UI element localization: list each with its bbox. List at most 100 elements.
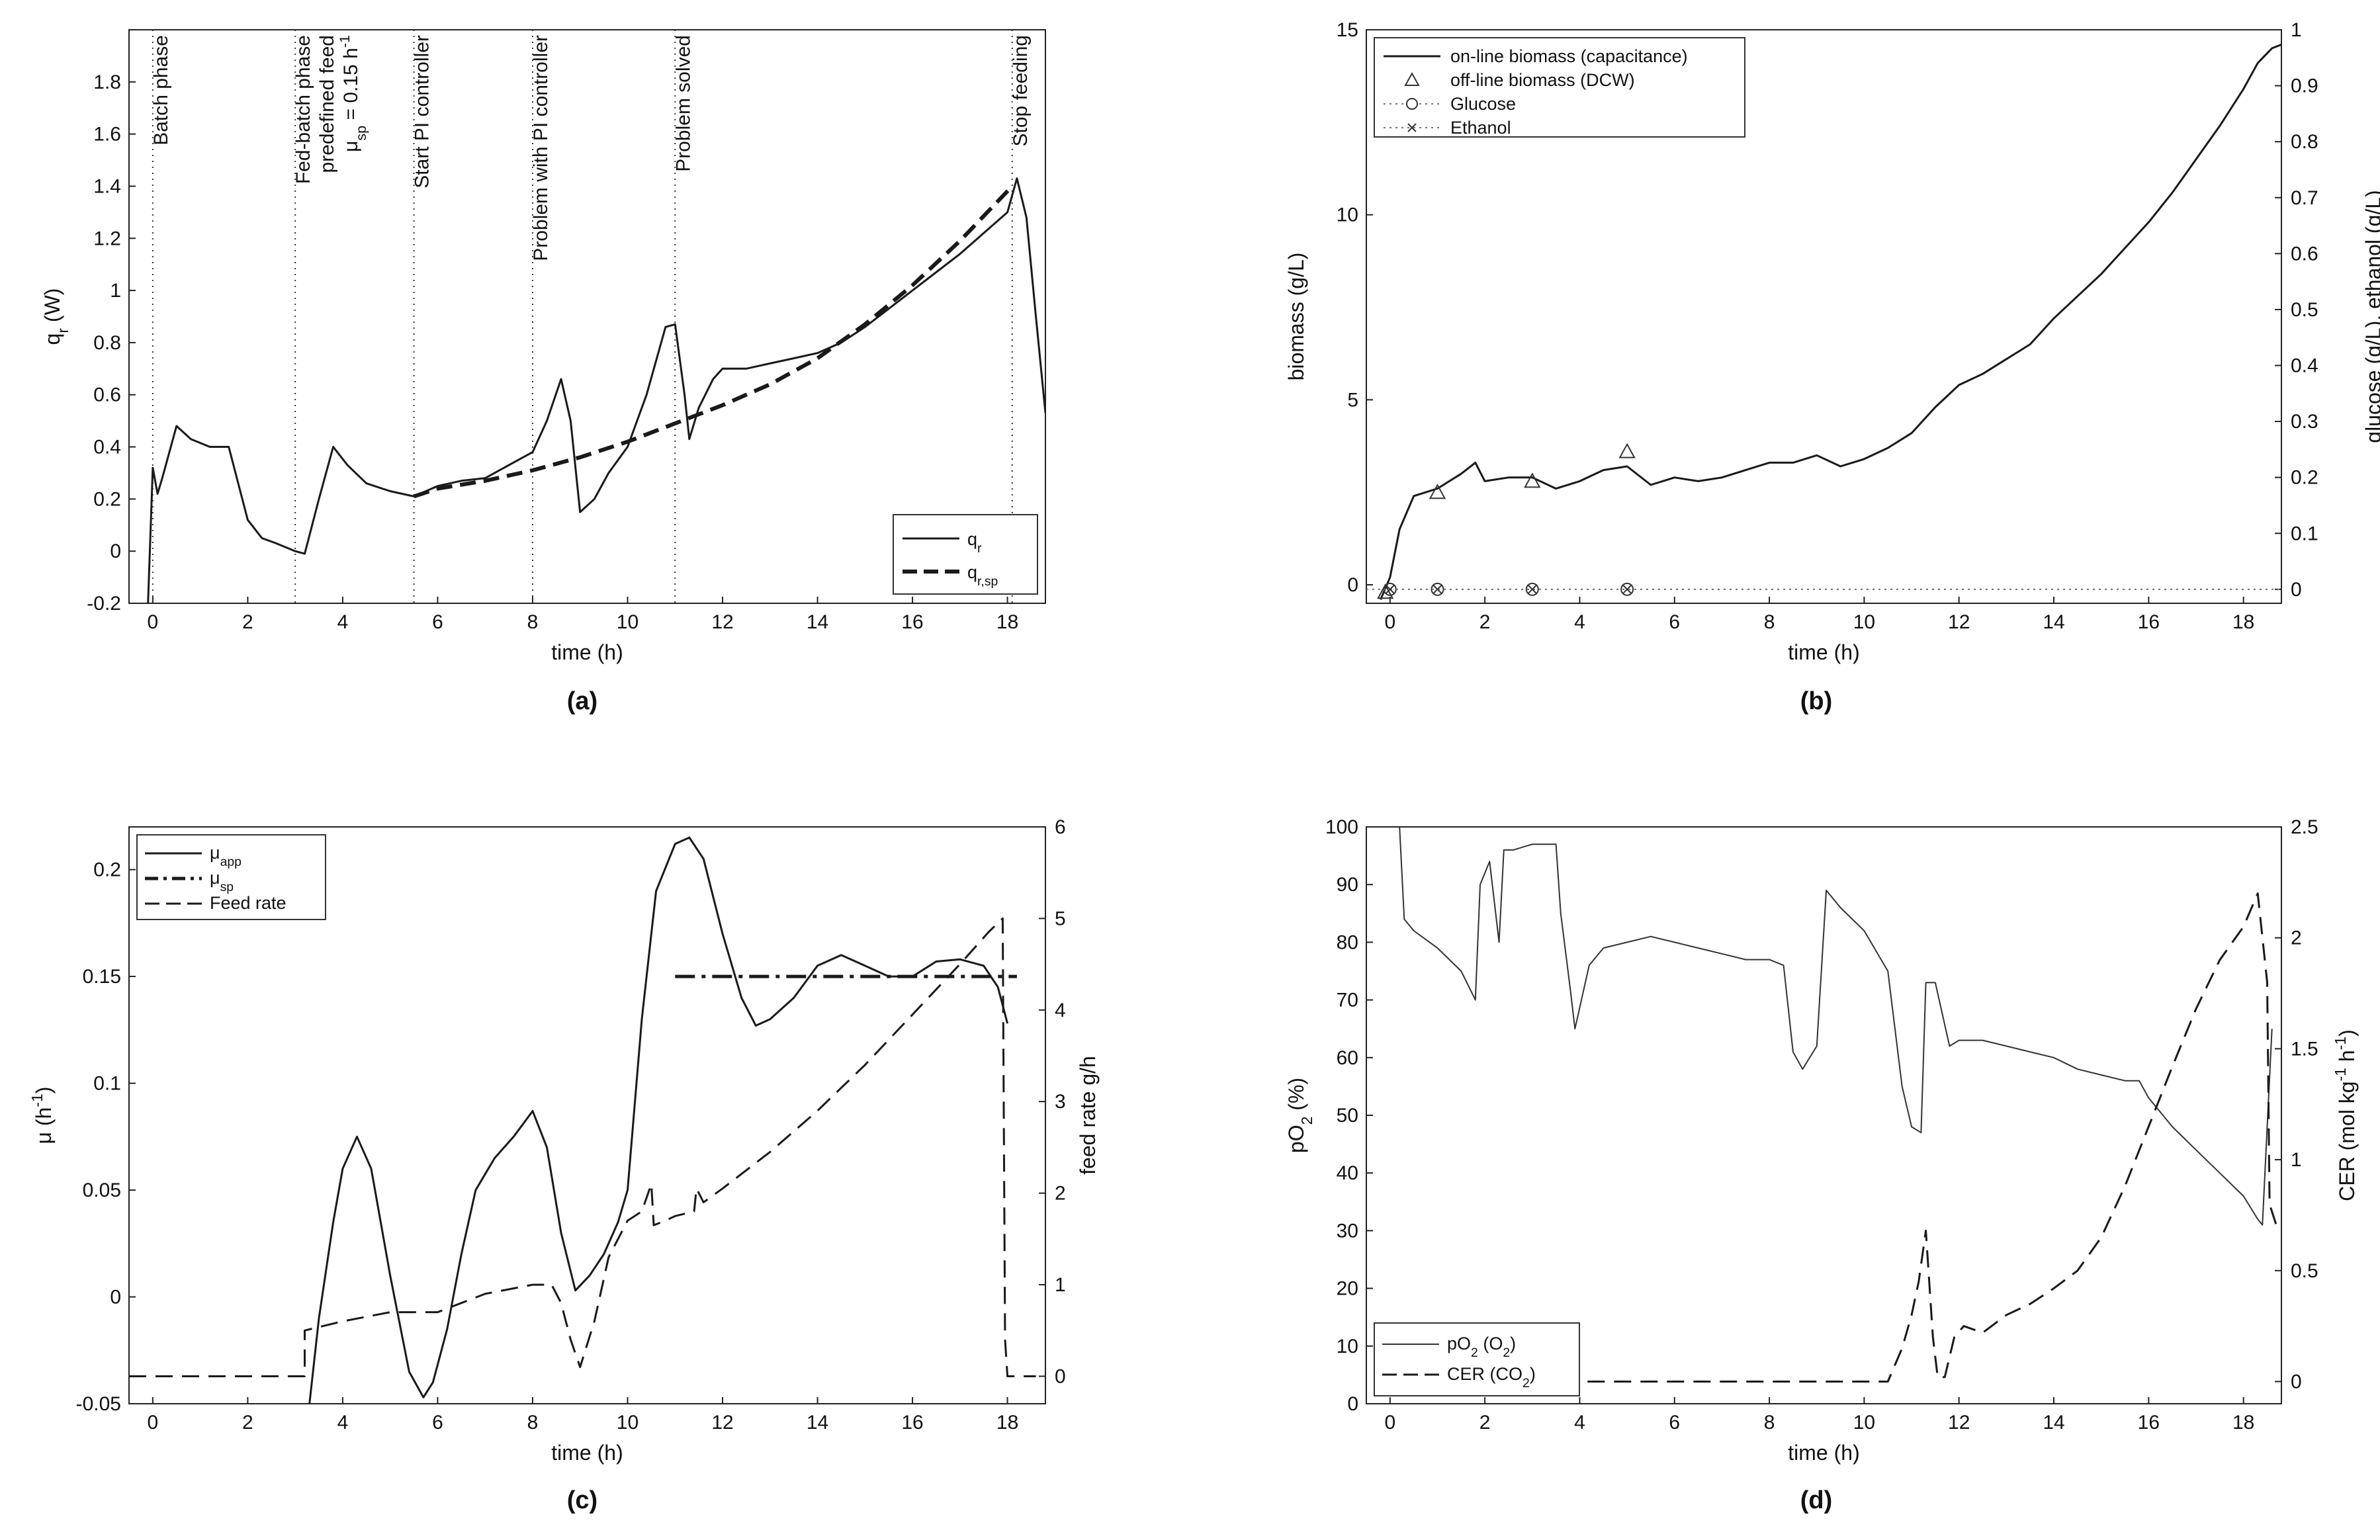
- phase-annotation: Problem solved: [672, 35, 694, 172]
- y-tick-label: 0.2: [93, 859, 121, 881]
- series-po-o: [1399, 827, 2273, 1226]
- y-tick-label: 0: [1347, 1393, 1358, 1415]
- data-point-triangle: [1429, 484, 1446, 499]
- y-tick-label: 0.6: [93, 384, 121, 406]
- axes-frame: [1366, 29, 2282, 604]
- y2-tick-label: 3: [1055, 1091, 1066, 1113]
- y-tick-label: 15: [1337, 19, 1358, 41]
- panel-label: (c): [567, 1486, 597, 1514]
- x-axis-label: time (h): [551, 1441, 623, 1465]
- series-on-line-biomass-capacitance: [1380, 44, 2281, 600]
- panel-c: 0 2 4 6 8 10 12 14 16 18-0.0500.050.10.150.201234…: [28, 816, 1100, 1514]
- y-tick-label: 0.15: [83, 966, 121, 988]
- x-tick-label: 16: [901, 1412, 923, 1433]
- y2-tick-label: 4: [1055, 1000, 1066, 1021]
- panel-b: 0 2 4 6 8 10 12 14 16 18 0 5 10 15 0 0.1 0.2 0.3 0.4 0.5 0.6…: [1284, 19, 2380, 715]
- x-axis-label: time (h): [1788, 640, 1859, 664]
- x-tick-label: 14: [807, 1412, 828, 1433]
- x-axis-label: time (h): [1788, 1441, 1859, 1465]
- x-tick-label: 18: [996, 1412, 1018, 1433]
- y2-tick-label: 0: [1055, 1365, 1066, 1387]
- y-tick-label: 60: [1337, 1047, 1358, 1069]
- data-point-x: [1385, 584, 1395, 595]
- x-tick-label: 10: [617, 611, 639, 633]
- legend-box: [1374, 37, 1745, 138]
- phase-annotation: predefined feed: [316, 35, 338, 173]
- x-tick-label: 0: [148, 611, 159, 633]
- x-tick-label: 2: [242, 611, 253, 633]
- x-tick-label: 4: [1574, 611, 1585, 633]
- y-axis-label: μ (h-1): [28, 1087, 56, 1144]
- y-tick-label: 80: [1337, 931, 1358, 953]
- y2-tick-label: 2: [1055, 1183, 1066, 1205]
- y-tick-label: 1.8: [93, 71, 121, 93]
- x-tick-label: 2: [1479, 611, 1491, 633]
- panel-label: (a): [567, 687, 597, 715]
- phase-annotation: Problem with PI controller: [530, 35, 552, 261]
- y2-tick-label: 0.1: [2291, 523, 2318, 544]
- data-point-triangle: [1376, 583, 1394, 599]
- panel-label: (d): [1800, 1486, 1833, 1514]
- y-tick-label: 0: [110, 1287, 121, 1308]
- y2-tick-label: 0: [2291, 579, 2302, 601]
- y-tick-label: 0.2: [93, 488, 121, 510]
- y2-tick-label: 0.5: [2291, 299, 2318, 321]
- legend-box: [136, 834, 326, 920]
- x-tick-label: 14: [2043, 611, 2064, 633]
- y2-tick-label: 6: [1055, 816, 1066, 838]
- legend-box: [893, 514, 1038, 595]
- x-tick-label: 6: [432, 611, 443, 633]
- y2-tick-label: 0.9: [2291, 75, 2318, 97]
- x-tick-label: 0: [1384, 1412, 1395, 1433]
- legend-label: on-line biomass (capacitance): [1450, 46, 1688, 66]
- y2-axis-label: CER (mol kg-1 h-1): [2332, 1029, 2359, 1201]
- x-tick-label: 10: [617, 1412, 639, 1433]
- x-tick-label: 12: [1948, 611, 1970, 633]
- y2-tick-label: 2.5: [2291, 816, 2318, 838]
- axes-frame: [128, 29, 1046, 604]
- x-tick-label: 16: [2138, 1412, 2160, 1433]
- y2-tick-label: 0.8: [2291, 131, 2318, 153]
- y2-tick-label: 0.6: [2291, 243, 2318, 265]
- y-axis-label: biomass (g/L): [1284, 253, 1308, 381]
- x-tick-label: 12: [1948, 1412, 1970, 1433]
- x-tick-label: 6: [432, 1412, 443, 1433]
- legend-label-mu-sp: μsp: [210, 868, 234, 894]
- legend-swatch: [1406, 98, 1418, 110]
- series-q-r: [147, 177, 1045, 603]
- y2-tick-label: 0.7: [2291, 187, 2318, 209]
- legend-label-po2: pO2 (O2): [1447, 1334, 1516, 1360]
- legend-swatch: [1407, 123, 1417, 132]
- y-tick-label: 1.6: [93, 124, 121, 146]
- y-tick-label: 10: [1337, 204, 1358, 226]
- y-tick-label: 1: [110, 280, 121, 302]
- legend-label: Ethanol: [1450, 118, 1511, 138]
- axes-frame: [128, 826, 1046, 1404]
- panel-d: 0 2 4 6 8 10 12 14 16 18010203040506070809010000.…: [1284, 816, 2359, 1514]
- y-tick-label: 0.8: [93, 332, 121, 354]
- x-axis-label: time (h): [551, 640, 623, 664]
- y-tick-label: 0.05: [83, 1179, 121, 1201]
- series-q-r-sp: [413, 185, 1014, 499]
- x-tick-label: 10: [1853, 611, 1875, 633]
- x-tick-label: 16: [901, 611, 923, 633]
- x-tick-label: 6: [1669, 611, 1680, 633]
- y2-tick-label: 0.4: [2291, 355, 2318, 377]
- y-axis-label: pO2 (%): [1284, 1078, 1315, 1153]
- x-tick-label: 18: [2232, 611, 2254, 633]
- panel-a: 0 2 4 6 8 10 12 14 16 18 -0.2 0 0.2 0.4 0.6 0.8 1 1.2 1.4 1…: [40, 29, 1046, 715]
- y2-tick-label: 1: [2291, 1149, 2302, 1171]
- data-point-x: [1622, 584, 1632, 595]
- phase-annotation: Stop feeding: [1010, 35, 1032, 146]
- y-tick-label: 0: [1347, 574, 1358, 596]
- panel-label: (b): [1800, 687, 1833, 715]
- y-tick-label: 20: [1337, 1278, 1358, 1300]
- legend-label-qrsp: qr,sp: [967, 562, 998, 589]
- y2-tick-label: 0.3: [2291, 411, 2318, 433]
- y-tick-label: 100: [1325, 816, 1358, 838]
- y-tick-label: -0.05: [76, 1393, 121, 1415]
- x-tick-label: 0: [148, 1412, 159, 1433]
- data-point-triangle: [1618, 443, 1636, 458]
- y-tick-label: 10: [1337, 1336, 1358, 1357]
